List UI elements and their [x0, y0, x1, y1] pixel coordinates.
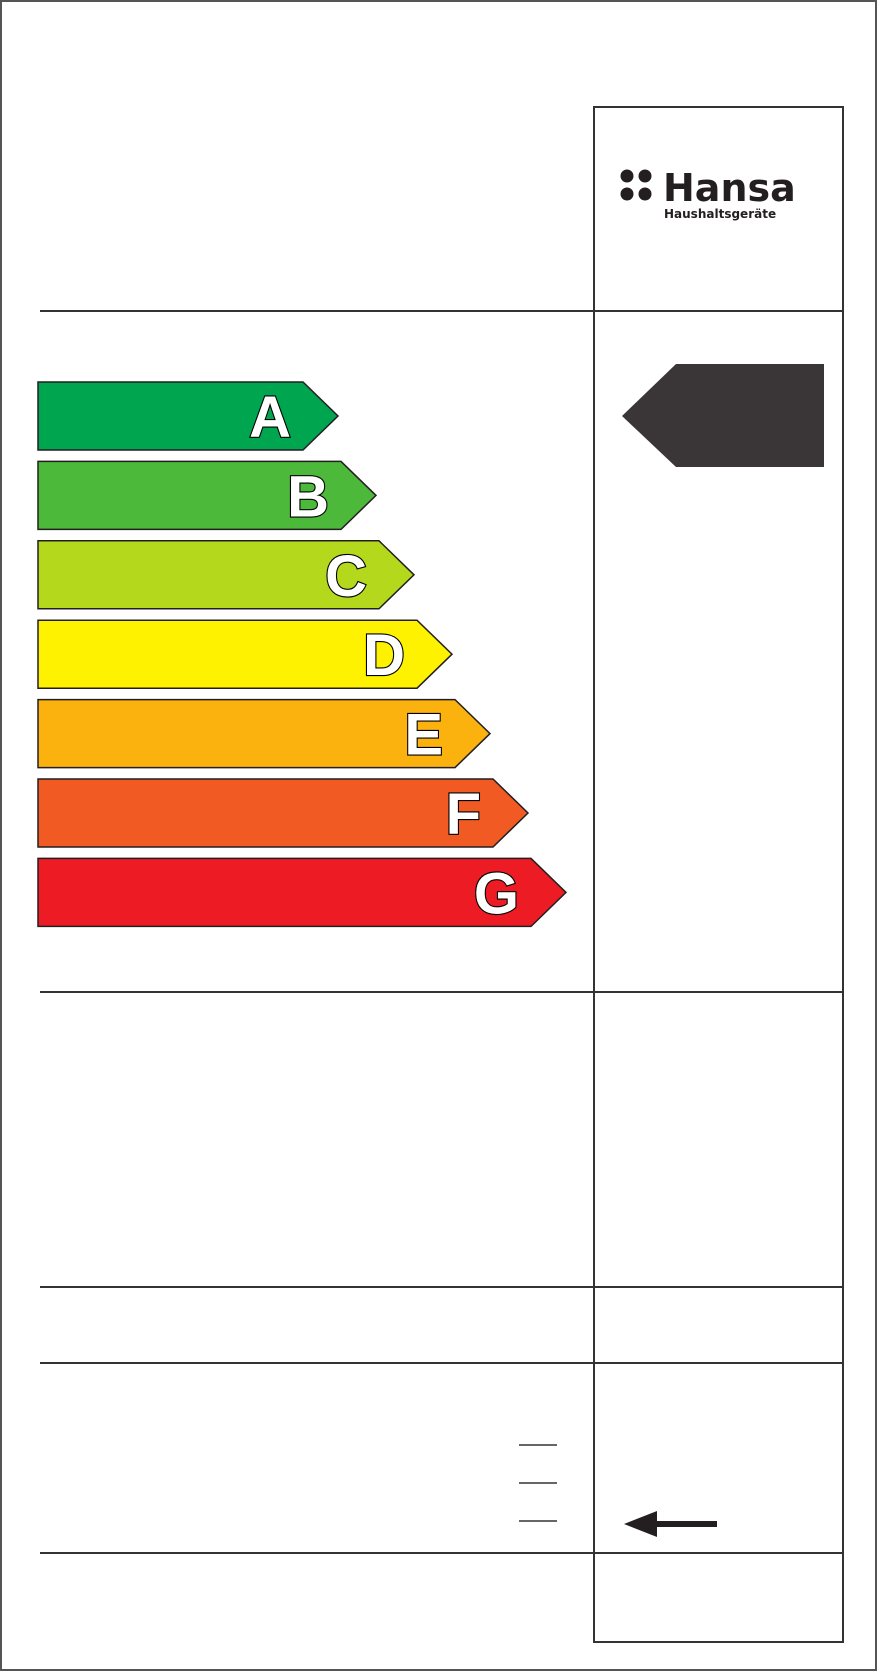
- energy-class-bar-c: [37, 540, 416, 610]
- energy-class-bar-b: [37, 460, 378, 531]
- energy-class-letter: D: [363, 623, 405, 688]
- energy-class-letter: E: [404, 703, 443, 768]
- energy-class-letter: C: [325, 544, 367, 609]
- energy-class-letter: G: [474, 861, 519, 926]
- energy-class-letter: A: [249, 385, 291, 450]
- energy-class-bar-a: [37, 381, 340, 451]
- brand-tagline: Haushaltsgeräte: [664, 207, 776, 221]
- blank-value-lines: [519, 1444, 557, 1522]
- energy-class-letter: B: [287, 464, 329, 529]
- energy-class-bar-e: [37, 698, 492, 769]
- section-dividers: [40, 310, 843, 1554]
- left-arrow-icon: [624, 1511, 717, 1537]
- energy-class-letter: F: [446, 782, 481, 847]
- right-column-box: [593, 106, 844, 1643]
- energy-class-bar-f: [37, 778, 530, 848]
- rating-arrow-icon: [622, 364, 824, 467]
- brand-name: Hansa: [663, 166, 796, 210]
- four-dots-logo-icon: [620, 169, 652, 201]
- energy-class-bar-d: [37, 619, 454, 689]
- energy-class-bar-g: [37, 857, 568, 928]
